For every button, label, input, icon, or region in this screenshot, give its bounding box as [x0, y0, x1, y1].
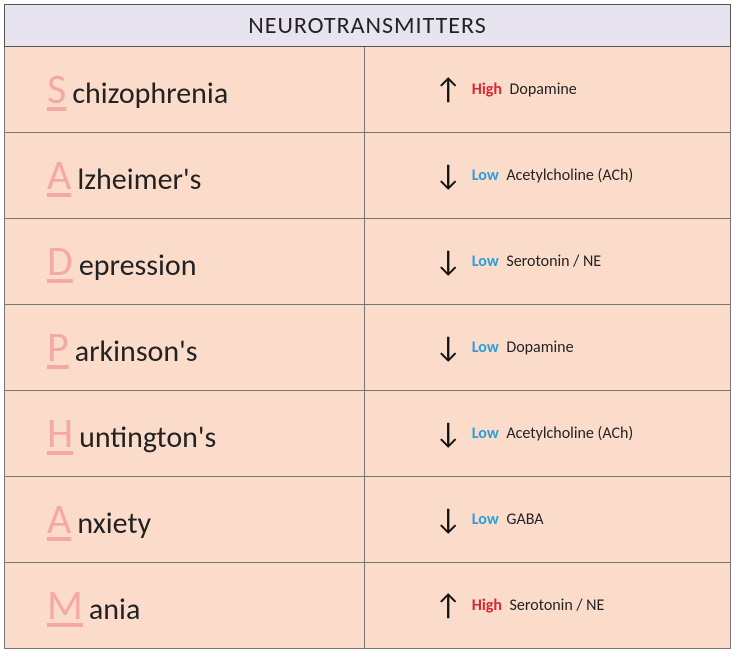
neurotransmitter-name: Acetylcholine (ACh) [503, 424, 634, 443]
condition-rest: arkinson's [75, 333, 198, 370]
condition-rest: lzheimer's [77, 161, 201, 198]
table-row: Anxiety ↓ Low GABA [5, 477, 731, 563]
level-label: High [472, 596, 502, 615]
condition-initial: H [47, 408, 73, 459]
neurotransmitter-name: Dopamine [503, 338, 574, 357]
neurotransmitter-cell: ↓ Low Acetylcholine (ACh) [364, 391, 730, 477]
arrow-up-icon: ↑ [435, 71, 462, 108]
condition-rest: ania [89, 591, 140, 628]
arrow-up-icon: ↑ [435, 587, 462, 624]
condition-initial: S [47, 64, 66, 115]
table-row: Parkinson's ↓ Low Dopamine [5, 305, 731, 391]
table-header-row: NEUROTRANSMITTERS [5, 5, 731, 47]
level-label: Low [472, 338, 499, 357]
neurotransmitter-name: GABA [503, 510, 544, 529]
condition-initial: A [47, 150, 71, 201]
condition-rest: epression [79, 247, 197, 284]
condition-initial: D [47, 236, 73, 287]
neurotransmitter-cell: ↑ High Serotonin / NE [364, 563, 730, 649]
condition-initial: M [47, 580, 83, 631]
neurotransmitter-name: Dopamine [506, 80, 577, 99]
arrow-down-icon: ↓ [435, 501, 462, 538]
neurotransmitter-name: Serotonin / NE [506, 596, 604, 615]
condition-cell: Anxiety [5, 477, 365, 563]
level-label: High [472, 80, 502, 99]
condition-initial: P [47, 322, 69, 373]
condition-rest: nxiety [77, 505, 151, 542]
arrow-down-icon: ↓ [435, 329, 462, 366]
condition-cell: Huntington's [5, 391, 365, 477]
condition-rest: chizophrenia [72, 75, 228, 112]
condition-cell: Parkinson's [5, 305, 365, 391]
neurotransmitter-cell: ↑ High Dopamine [364, 47, 730, 133]
condition-cell: Mania [5, 563, 365, 649]
table-row: Huntington's ↓ Low Acetylcholine (ACh) [5, 391, 731, 477]
table-row: Alzheimer's ↓ Low Acetylcholine (ACh) [5, 133, 731, 219]
condition-initial: A [47, 494, 71, 545]
table-title: NEUROTRANSMITTERS [5, 5, 731, 47]
condition-cell: Alzheimer's [5, 133, 365, 219]
level-label: Low [472, 252, 499, 271]
condition-rest: untington's [79, 419, 216, 456]
level-label: Low [472, 510, 499, 529]
arrow-down-icon: ↓ [435, 243, 462, 280]
neurotransmitters-table: NEUROTRANSMITTERS Schizophrenia ↑ High Dop… [4, 4, 731, 649]
level-label: Low [472, 424, 499, 443]
arrow-down-icon: ↓ [435, 157, 462, 194]
condition-cell: Schizophrenia [5, 47, 365, 133]
neurotransmitter-cell: ↓ Low GABA [364, 477, 730, 563]
neurotransmitter-cell: ↓ Low Dopamine [364, 305, 730, 391]
level-label: Low [472, 166, 499, 185]
neurotransmitter-cell: ↓ Low Serotonin / NE [364, 219, 730, 305]
arrow-down-icon: ↓ [435, 415, 462, 452]
neurotransmitter-name: Acetylcholine (ACh) [503, 166, 634, 185]
condition-cell: Depression [5, 219, 365, 305]
neurotransmitter-name: Serotonin / NE [503, 252, 601, 271]
table-row: Schizophrenia ↑ High Dopamine [5, 47, 731, 133]
neurotransmitter-cell: ↓ Low Acetylcholine (ACh) [364, 133, 730, 219]
table-row: Mania ↑ High Serotonin / NE [5, 563, 731, 649]
table-row: Depression ↓ Low Serotonin / NE [5, 219, 731, 305]
